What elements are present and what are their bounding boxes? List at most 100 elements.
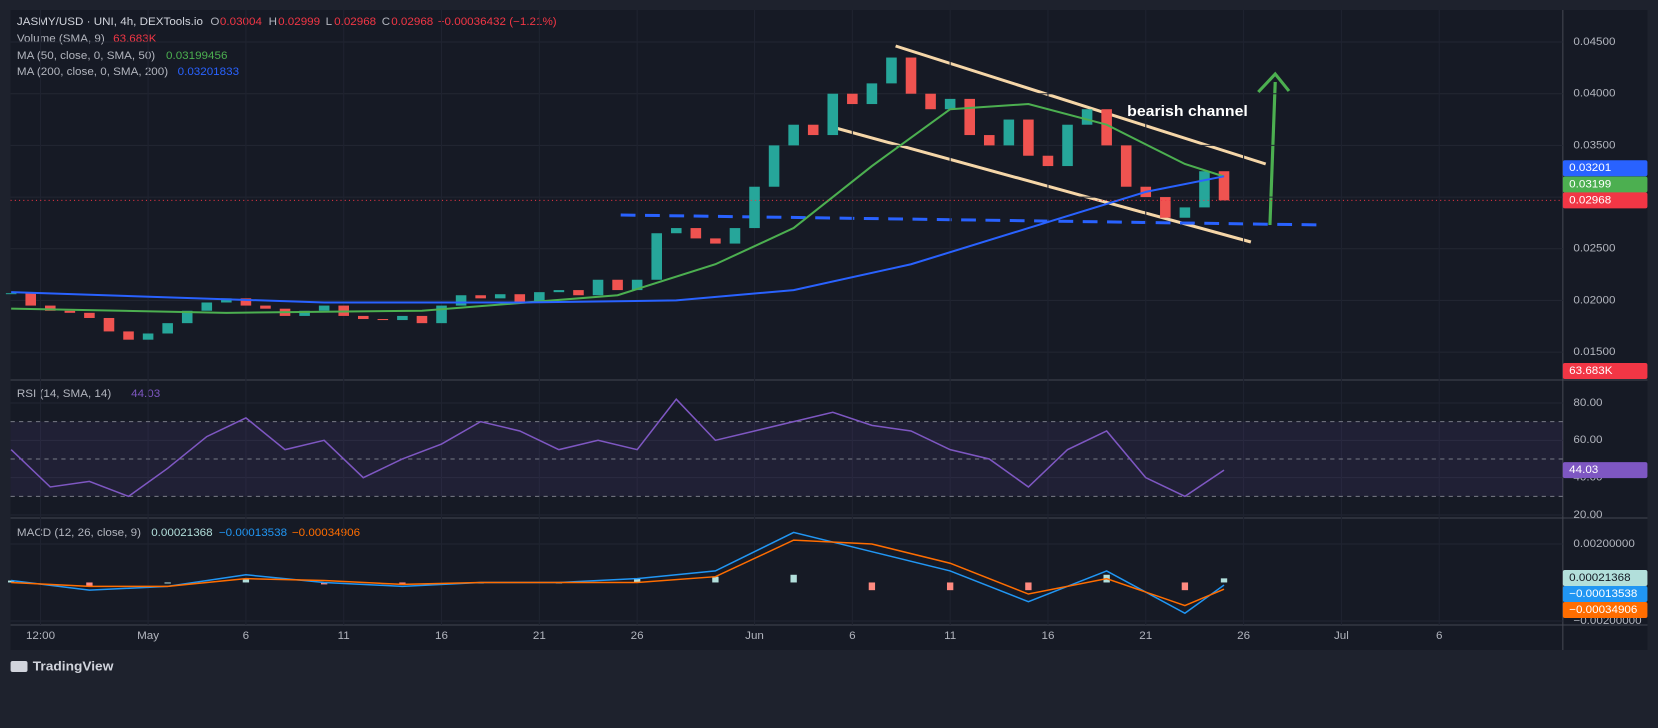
y-tick-label: 0.04500 bbox=[1573, 36, 1615, 48]
price-badge-label: −0.00034906 bbox=[1569, 604, 1637, 616]
candle bbox=[1160, 197, 1171, 218]
macd-hist bbox=[7, 580, 15, 583]
rsi-band bbox=[10, 421, 1563, 497]
header: JASMY/USD · UNI, 4h, DEXTools.io O 0.030… bbox=[17, 16, 557, 539]
candle bbox=[592, 279, 604, 296]
candle bbox=[397, 315, 408, 321]
candle bbox=[260, 305, 271, 309]
price-badge bbox=[1562, 176, 1648, 193]
y-tick-label: 80.00 bbox=[1573, 397, 1602, 409]
macd-hist bbox=[946, 582, 954, 591]
candle bbox=[1003, 119, 1015, 146]
x-tick-label: May bbox=[137, 630, 159, 642]
price-badge-label: 0.00021368 bbox=[1569, 572, 1630, 584]
candle bbox=[1101, 109, 1112, 146]
legend-macd-line: −0.00013538 bbox=[219, 527, 287, 539]
price-badge-label: −0.00013538 bbox=[1569, 588, 1637, 600]
candle bbox=[964, 98, 975, 136]
candle bbox=[240, 298, 252, 306]
h-label: H bbox=[269, 16, 277, 28]
high: 0.02999 bbox=[278, 16, 320, 28]
y-tick-label: 0.03500 bbox=[1573, 140, 1615, 152]
candle bbox=[5, 293, 17, 295]
macd-hist bbox=[242, 578, 250, 583]
candle bbox=[768, 145, 780, 187]
candle bbox=[827, 93, 839, 136]
candle bbox=[436, 305, 447, 324]
candle bbox=[181, 310, 193, 324]
x-tick-label: 6 bbox=[1436, 630, 1442, 642]
candle bbox=[866, 83, 878, 105]
candle bbox=[983, 135, 995, 146]
candle bbox=[1023, 119, 1034, 156]
candle bbox=[847, 93, 858, 105]
arrow bbox=[1268, 81, 1277, 226]
c-label: C bbox=[382, 16, 390, 28]
legend-macd-hist: 0.00021368 bbox=[151, 527, 212, 539]
x-tick-label: 6 bbox=[243, 630, 249, 642]
macd-line bbox=[11, 531, 1225, 615]
candle bbox=[123, 331, 134, 340]
macd-hist bbox=[1220, 578, 1228, 583]
legend-rsi: RSI (14, SMA, 14) bbox=[17, 388, 112, 400]
macd-hist bbox=[320, 582, 328, 585]
x-tick-label: 16 bbox=[1041, 630, 1054, 642]
legend-ma200-value: 0.03201833 bbox=[178, 66, 239, 78]
candle bbox=[944, 98, 956, 110]
candle bbox=[162, 323, 173, 334]
rsi-line bbox=[10, 398, 1225, 498]
candle bbox=[318, 305, 330, 311]
candle bbox=[1199, 171, 1210, 208]
price-badge-label: 44.03 bbox=[1569, 464, 1598, 476]
y-tick-label: 0.02500 bbox=[1573, 243, 1615, 255]
price-badge-label: 0.03201 bbox=[1569, 162, 1611, 174]
price-badge bbox=[1562, 192, 1648, 209]
candle bbox=[357, 315, 369, 320]
legend-volume: Volume (SMA, 9) bbox=[17, 33, 105, 45]
macd-hist bbox=[712, 576, 719, 583]
brand-logo bbox=[10, 661, 28, 672]
price-badge bbox=[1562, 462, 1648, 479]
y-tick-label: 20.00 bbox=[1573, 509, 1602, 521]
close: 0.02968 bbox=[391, 16, 433, 28]
macd-hist bbox=[164, 582, 171, 584]
candle bbox=[64, 310, 76, 313]
y-tick-label: 0.00200000 bbox=[1573, 538, 1634, 550]
candle bbox=[103, 317, 115, 332]
candle bbox=[377, 319, 389, 321]
price-badge bbox=[1562, 586, 1648, 602]
brand: TradingView bbox=[33, 659, 114, 674]
candle bbox=[1120, 145, 1132, 187]
candle bbox=[534, 292, 545, 303]
candle bbox=[905, 57, 917, 94]
x-tick-label: 21 bbox=[533, 630, 546, 642]
pair: JASMY/USD · UNI, 4h, DEXTools.io bbox=[17, 16, 203, 28]
candle bbox=[886, 57, 897, 84]
candle bbox=[788, 124, 799, 146]
price-badge bbox=[1562, 363, 1648, 379]
drawings bbox=[620, 44, 1324, 244]
price-badge-label: 63.683K bbox=[1569, 365, 1613, 377]
arrow-head bbox=[1257, 71, 1291, 93]
y-tick-label: 0.01500 bbox=[1573, 346, 1615, 358]
candle bbox=[690, 228, 702, 239]
candle bbox=[807, 124, 819, 136]
y-tick-label: −0.00200000 bbox=[1573, 615, 1641, 627]
legend-rsi-value: 44.03 bbox=[131, 388, 160, 400]
candle bbox=[514, 294, 526, 303]
x-tick-label: 11 bbox=[944, 630, 956, 642]
macd-hist bbox=[86, 582, 93, 587]
candle bbox=[670, 228, 682, 234]
legend-volume-value: 63.683K bbox=[113, 33, 157, 45]
y-tick-label: 60.00 bbox=[1573, 434, 1602, 446]
o-label: O bbox=[210, 16, 219, 28]
x-tick-label: 12:00 bbox=[26, 630, 55, 642]
x-tick-label: Jun bbox=[745, 630, 764, 642]
candle bbox=[494, 294, 506, 299]
price-badge bbox=[1562, 602, 1648, 618]
macd-hist bbox=[868, 582, 876, 591]
y-tick-label: 0.02000 bbox=[1573, 295, 1615, 307]
x-tick-label: 11 bbox=[338, 630, 350, 642]
price-badge bbox=[1562, 160, 1648, 177]
